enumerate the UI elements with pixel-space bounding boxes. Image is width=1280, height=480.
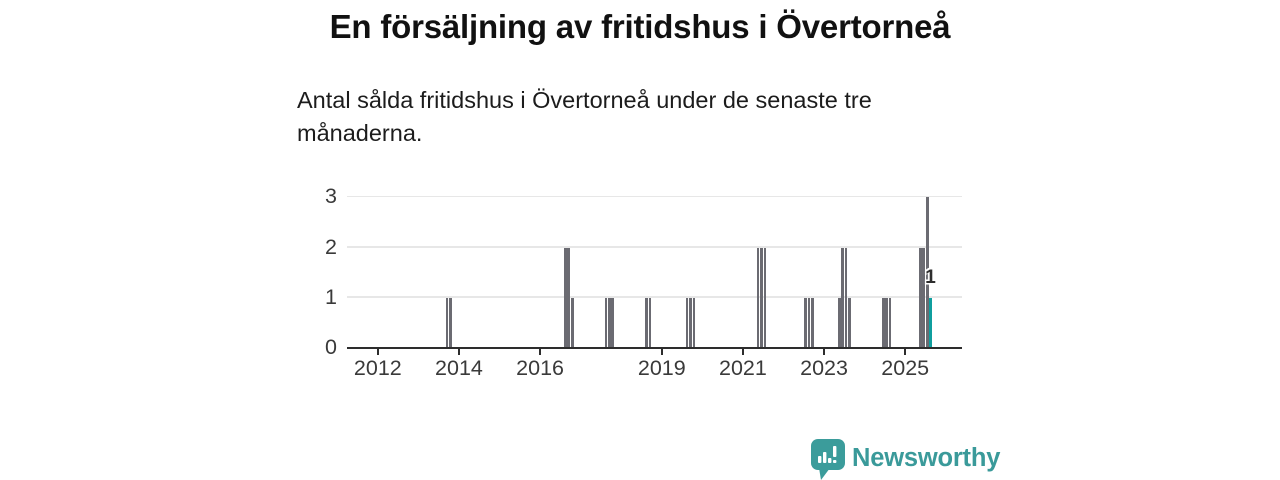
- x-tick-2021: [741, 349, 744, 355]
- newsworthy-logo: Newsworthy: [810, 439, 1070, 480]
- bar-2018-08: [645, 297, 648, 348]
- bar-2021-05: [756, 247, 760, 348]
- bar-2022-09: [810, 297, 814, 348]
- x-tick-label: 2019: [637, 356, 686, 380]
- bar-2016-08: [564, 247, 567, 348]
- bar-2022-08: [807, 297, 811, 348]
- x-tick-label: 2014: [435, 356, 483, 380]
- y-tick-label: 0: [325, 335, 337, 359]
- chart-title: En försäljning av fritidshus i Övertorne…: [329, 8, 951, 45]
- bar-2025-05: [919, 247, 922, 348]
- bar-2024-06: [881, 297, 885, 348]
- gridline-y1: [347, 296, 962, 298]
- gridline-y3: [347, 195, 962, 198]
- chart-subtitle: Antal sålda fritidshus i Övertorneå unde…: [297, 87, 872, 146]
- bar-2019-10: [692, 297, 696, 348]
- x-tick-label: 2012: [353, 356, 402, 380]
- x-axis-line: [347, 346, 962, 349]
- bar-2017-10: [611, 297, 615, 348]
- bar-2023-08: [848, 297, 851, 348]
- bar-2013-10: [449, 297, 452, 348]
- x-tick-label: 2021: [719, 356, 767, 380]
- bar-2016-10: [570, 297, 574, 348]
- bar-2021-06: [760, 247, 763, 348]
- x-tick-2012: [376, 349, 379, 355]
- newsworthy-logo-icon: [811, 439, 845, 480]
- gridline-y2: [347, 246, 962, 248]
- bar-2025-06: [922, 247, 926, 348]
- y-tick-label: 3: [325, 184, 337, 209]
- x-tick-label: 2023: [800, 356, 848, 380]
- bar-2022-07: [804, 297, 807, 348]
- bar-2021-07: [763, 247, 767, 348]
- bar-2024-07: [885, 297, 888, 348]
- y-tick-label: 1: [325, 284, 337, 309]
- x-tick-2016: [539, 349, 542, 355]
- bar-2023-05: [837, 297, 841, 348]
- y-tick-label: 2: [325, 234, 337, 259]
- bar-2024-08: [888, 297, 892, 348]
- bar-2025-07: [925, 197, 929, 348]
- x-tick-2019: [660, 349, 663, 355]
- bar-2023-06: [841, 247, 844, 348]
- bar-2023-07: [844, 247, 848, 348]
- x-tick-label: 2016: [516, 356, 565, 380]
- highlight-value-label: 1: [925, 266, 936, 288]
- bar-2018-09: [648, 297, 652, 348]
- bar-2019-09: [689, 297, 692, 348]
- bar-2025-08: [929, 297, 932, 348]
- x-tick-2014: [457, 349, 460, 355]
- bar-2019-08: [685, 297, 689, 348]
- bar-2017-08: [604, 297, 608, 348]
- x-tick-label: 2025: [881, 356, 930, 380]
- x-tick-2023: [823, 349, 826, 355]
- bar-2016-09: [567, 247, 571, 348]
- bar-2017-09: [608, 297, 611, 348]
- newsworthy-logo-text: Newsworthy: [852, 444, 1001, 472]
- bar-2013-09: [445, 297, 449, 348]
- x-tick-2025: [904, 349, 907, 355]
- plot-area: 0 1 2 3 2012 2014 2016 2019 2021 2023 2025 1: [325, 184, 962, 380]
